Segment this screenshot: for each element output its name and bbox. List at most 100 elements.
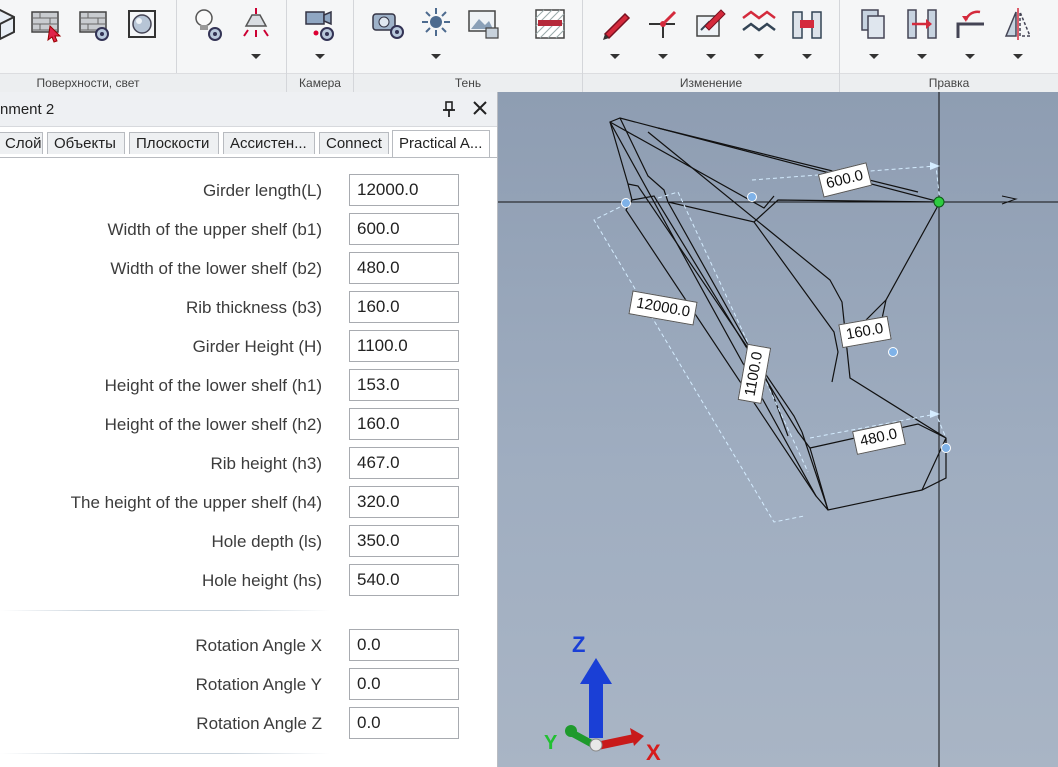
ribbon-button-bulb-settings[interactable] (188, 4, 228, 66)
param-label: The height of the upper shelf (h4) (70, 493, 322, 512)
ribbon-group-modify: Изменение (583, 0, 840, 93)
param-input-rotation-z[interactable] (349, 707, 459, 739)
param-input-rib-thickness[interactable] (349, 291, 459, 323)
param-input-hole-height[interactable] (349, 564, 459, 596)
param-label: Rib thickness (b3) (185, 298, 322, 317)
ribbon-button-surface-preview[interactable] (122, 4, 162, 66)
param-row-rotation-x: Rotation Angle X (0, 629, 470, 663)
ribbon-button-copy[interactable] (854, 4, 894, 66)
tab-objects[interactable]: Объекты (47, 132, 125, 154)
dropdown-caret[interactable] (658, 54, 668, 59)
edit-box-icon (696, 9, 726, 37)
spotlight-icon (243, 8, 269, 37)
param-row-rib-height: Rib height (h3) (0, 447, 470, 481)
dropdown-caret[interactable] (610, 54, 620, 59)
grip-point[interactable] (621, 198, 631, 208)
param-input-lower-shelf-height-h1[interactable] (349, 369, 459, 401)
param-row-girder-height: Girder Height (H) (0, 330, 470, 364)
ribbon-toolbar: Поверхности, свет (0, 0, 1058, 93)
ribbon-group-shadow: Тень (354, 0, 583, 93)
stretch-point-icon (649, 10, 677, 38)
ribbon-button-spotlight[interactable] (236, 4, 276, 66)
tab-planes[interactable]: Плоскости (129, 132, 219, 154)
grip-point[interactable] (888, 347, 898, 357)
param-input-rotation-y[interactable] (349, 668, 459, 700)
close-icon[interactable] (471, 99, 489, 117)
dropdown-caret[interactable] (965, 54, 975, 59)
pencil-icon (603, 12, 631, 40)
param-label: Girder Height (H) (192, 337, 322, 356)
param-label: Hole height (hs) (201, 571, 322, 590)
dropdown-caret[interactable] (917, 54, 927, 59)
camera-gear-icon (305, 10, 334, 41)
render-gear-icon (372, 13, 404, 39)
param-input-upper-shelf-width[interactable] (349, 213, 459, 245)
dropdown-caret[interactable] (754, 54, 764, 59)
tab-practical[interactable]: Practical A... (392, 130, 490, 157)
pin-icon[interactable] (441, 100, 457, 118)
ribbon-button-rotate[interactable] (950, 4, 990, 66)
tab-assistant[interactable]: Ассистен... (223, 132, 315, 154)
ribbon-button-pencil[interactable] (595, 4, 635, 66)
param-label: Width of the upper shelf (b1) (107, 220, 322, 239)
panel-title: nment 2 (0, 101, 55, 118)
dropdown-caret[interactable] (706, 54, 716, 59)
viewport-3d[interactable]: 600.0 12000.0 1100.0 160.0 480.0 Z Y X (498, 92, 1058, 767)
landscape-image-icon (468, 10, 499, 39)
param-input-rib-height[interactable] (349, 447, 459, 479)
axis-triad (565, 658, 644, 752)
rotate-corner-icon (956, 10, 984, 38)
ribbon-button-shadow-image[interactable] (464, 4, 504, 66)
light-bulb-gear-icon (195, 9, 222, 41)
panel-titlebar: nment 2 (0, 92, 497, 127)
param-input-lower-shelf-height-h2[interactable] (349, 408, 459, 440)
param-input-upper-shelf-height[interactable] (349, 486, 459, 518)
brick-wall-cursor-icon (31, 11, 62, 43)
param-row-girder-length: Girder length(L) (0, 174, 470, 208)
param-row-upper-shelf-width: Width of the upper shelf (b1) (0, 213, 470, 247)
ribbon-button-move[interactable] (902, 4, 942, 66)
tab-connect[interactable]: Connect (319, 132, 389, 154)
sphere-frame-icon (128, 10, 156, 38)
ribbon-button-edit-box[interactable] (691, 4, 731, 66)
cube-icon (0, 8, 15, 41)
param-input-hole-depth[interactable] (349, 525, 459, 557)
snap-point[interactable] (933, 196, 945, 208)
ribbon-button-brick-settings[interactable] (74, 4, 114, 66)
ribbon-button-stretch[interactable] (643, 4, 683, 66)
param-label: Hole depth (ls) (211, 532, 322, 551)
grip-point[interactable] (747, 192, 757, 202)
dropdown-caret[interactable] (251, 54, 261, 59)
dropdown-caret[interactable] (869, 54, 879, 59)
ribbon-button-section[interactable] (530, 4, 570, 66)
tab-layer[interactable]: Слой (0, 132, 43, 154)
ribbon-group-label: Тень (354, 73, 582, 93)
param-label: Rib height (h3) (210, 454, 322, 473)
param-label: Rotation Angle X (195, 636, 322, 655)
ribbon-button-brick-select[interactable] (26, 4, 66, 66)
dropdown-caret[interactable] (1013, 54, 1023, 59)
param-row-lower-shelf-width: Width of the lower shelf (b2) (0, 252, 470, 286)
ribbon-group-lights (176, 0, 287, 93)
join-walls-icon (792, 11, 822, 39)
param-input-girder-height[interactable] (349, 330, 459, 362)
ribbon-button-offset-lines[interactable] (739, 4, 779, 66)
param-row-rib-thickness: Rib thickness (b3) (0, 291, 470, 325)
param-input-lower-shelf-width[interactable] (349, 252, 459, 284)
dropdown-caret[interactable] (802, 54, 812, 59)
ribbon-button-mirror[interactable] (998, 4, 1038, 66)
ribbon-button-camera-settings[interactable] (300, 4, 340, 66)
ribbon-group-label: Правка (840, 73, 1058, 93)
ribbon-button-cube[interactable] (0, 4, 20, 66)
param-input-girder-length[interactable] (349, 174, 459, 206)
ribbon-button-sun[interactable] (416, 4, 456, 66)
ribbon-group-label: Камера (287, 73, 353, 93)
dropdown-caret[interactable] (431, 54, 441, 59)
ribbon-button-render-settings[interactable] (368, 4, 408, 66)
grip-point[interactable] (941, 443, 951, 453)
param-input-rotation-x[interactable] (349, 629, 459, 661)
dropdown-caret[interactable] (315, 54, 325, 59)
ribbon-button-join-walls[interactable] (787, 4, 827, 66)
param-label: Rotation Angle Y (195, 675, 322, 694)
param-row-rotation-y: Rotation Angle Y (0, 668, 470, 702)
